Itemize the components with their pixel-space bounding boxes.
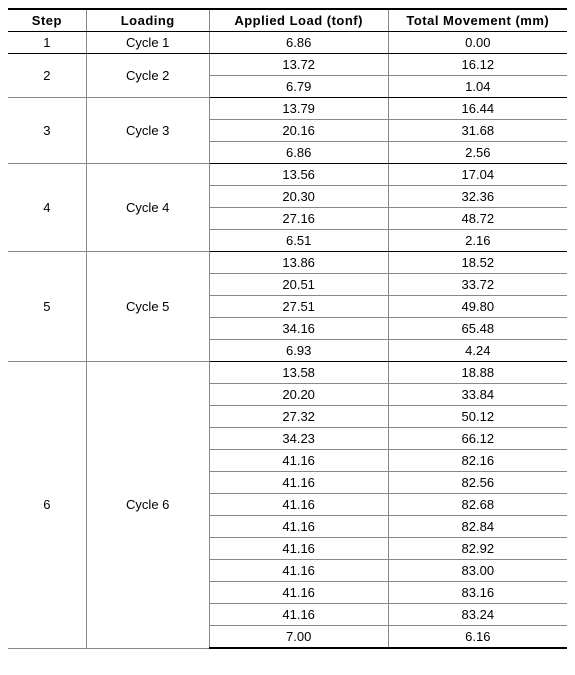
applied-load-cell: 13.72: [209, 54, 388, 76]
total-movement-cell: 2.56: [388, 142, 567, 164]
loading-cell: Cycle 5: [86, 252, 209, 362]
applied-load-cell: 41.16: [209, 516, 388, 538]
total-movement-cell: 66.12: [388, 428, 567, 450]
total-movement-cell: 18.88: [388, 362, 567, 384]
total-movement-cell: 83.24: [388, 604, 567, 626]
step-cell: 3: [8, 98, 86, 164]
total-movement-cell: 48.72: [388, 208, 567, 230]
applied-load-cell: 34.16: [209, 318, 388, 340]
applied-load-cell: 20.16: [209, 120, 388, 142]
total-movement-cell: 50.12: [388, 406, 567, 428]
loading-cell: Cycle 3: [86, 98, 209, 164]
applied-load-cell: 13.56: [209, 164, 388, 186]
applied-load-cell: 41.16: [209, 560, 388, 582]
load-test-table: StepLoadingApplied Load (tonf)Total Move…: [8, 8, 567, 649]
applied-load-cell: 27.51: [209, 296, 388, 318]
total-movement-cell: 2.16: [388, 230, 567, 252]
applied-load-cell: 27.16: [209, 208, 388, 230]
applied-load-cell: 13.86: [209, 252, 388, 274]
applied-load-cell: 6.86: [209, 32, 388, 54]
step-cell: 1: [8, 32, 86, 54]
loading-cell: Cycle 2: [86, 54, 209, 98]
applied-load-cell: 20.20: [209, 384, 388, 406]
total-movement-cell: 82.92: [388, 538, 567, 560]
total-movement-cell: 82.84: [388, 516, 567, 538]
step-cell: 6: [8, 362, 86, 649]
total-movement-cell: 82.16: [388, 450, 567, 472]
applied-load-cell: 6.93: [209, 340, 388, 362]
applied-load-cell: 7.00: [209, 626, 388, 649]
applied-load-cell: 41.16: [209, 604, 388, 626]
table-row: 5Cycle 513.8618.52: [8, 252, 567, 274]
total-movement-cell: 18.52: [388, 252, 567, 274]
table-row: 3Cycle 313.7916.44: [8, 98, 567, 120]
table-row: 6Cycle 613.5818.88: [8, 362, 567, 384]
total-movement-cell: 49.80: [388, 296, 567, 318]
total-movement-cell: 4.24: [388, 340, 567, 362]
applied-load-cell: 27.32: [209, 406, 388, 428]
total-movement-cell: 16.44: [388, 98, 567, 120]
total-movement-cell: 82.68: [388, 494, 567, 516]
total-movement-cell: 83.16: [388, 582, 567, 604]
applied-load-cell: 13.79: [209, 98, 388, 120]
table-row: 1Cycle 16.860.00: [8, 32, 567, 54]
total-movement-cell: 17.04: [388, 164, 567, 186]
col-header-step: Step: [8, 9, 86, 32]
loading-cell: Cycle 4: [86, 164, 209, 252]
applied-load-cell: 41.16: [209, 450, 388, 472]
total-movement-cell: 32.36: [388, 186, 567, 208]
applied-load-cell: 6.79: [209, 76, 388, 98]
applied-load-cell: 34.23: [209, 428, 388, 450]
step-cell: 5: [8, 252, 86, 362]
applied-load-cell: 41.16: [209, 582, 388, 604]
applied-load-cell: 20.30: [209, 186, 388, 208]
col-header-load: Applied Load (tonf): [209, 9, 388, 32]
loading-cell: Cycle 1: [86, 32, 209, 54]
applied-load-cell: 13.58: [209, 362, 388, 384]
col-header-loading: Loading: [86, 9, 209, 32]
total-movement-cell: 16.12: [388, 54, 567, 76]
applied-load-cell: 41.16: [209, 472, 388, 494]
total-movement-cell: 33.84: [388, 384, 567, 406]
applied-load-cell: 6.51: [209, 230, 388, 252]
total-movement-cell: 6.16: [388, 626, 567, 649]
step-cell: 4: [8, 164, 86, 252]
applied-load-cell: 20.51: [209, 274, 388, 296]
table-row: 4Cycle 413.5617.04: [8, 164, 567, 186]
load-test-table-container: StepLoadingApplied Load (tonf)Total Move…: [8, 8, 567, 649]
total-movement-cell: 0.00: [388, 32, 567, 54]
total-movement-cell: 33.72: [388, 274, 567, 296]
table-row: 2Cycle 213.7216.12: [8, 54, 567, 76]
applied-load-cell: 41.16: [209, 538, 388, 560]
total-movement-cell: 31.68: [388, 120, 567, 142]
total-movement-cell: 1.04: [388, 76, 567, 98]
total-movement-cell: 83.00: [388, 560, 567, 582]
step-cell: 2: [8, 54, 86, 98]
col-header-movement: Total Movement (mm): [388, 9, 567, 32]
total-movement-cell: 82.56: [388, 472, 567, 494]
applied-load-cell: 41.16: [209, 494, 388, 516]
loading-cell: Cycle 6: [86, 362, 209, 649]
total-movement-cell: 65.48: [388, 318, 567, 340]
applied-load-cell: 6.86: [209, 142, 388, 164]
